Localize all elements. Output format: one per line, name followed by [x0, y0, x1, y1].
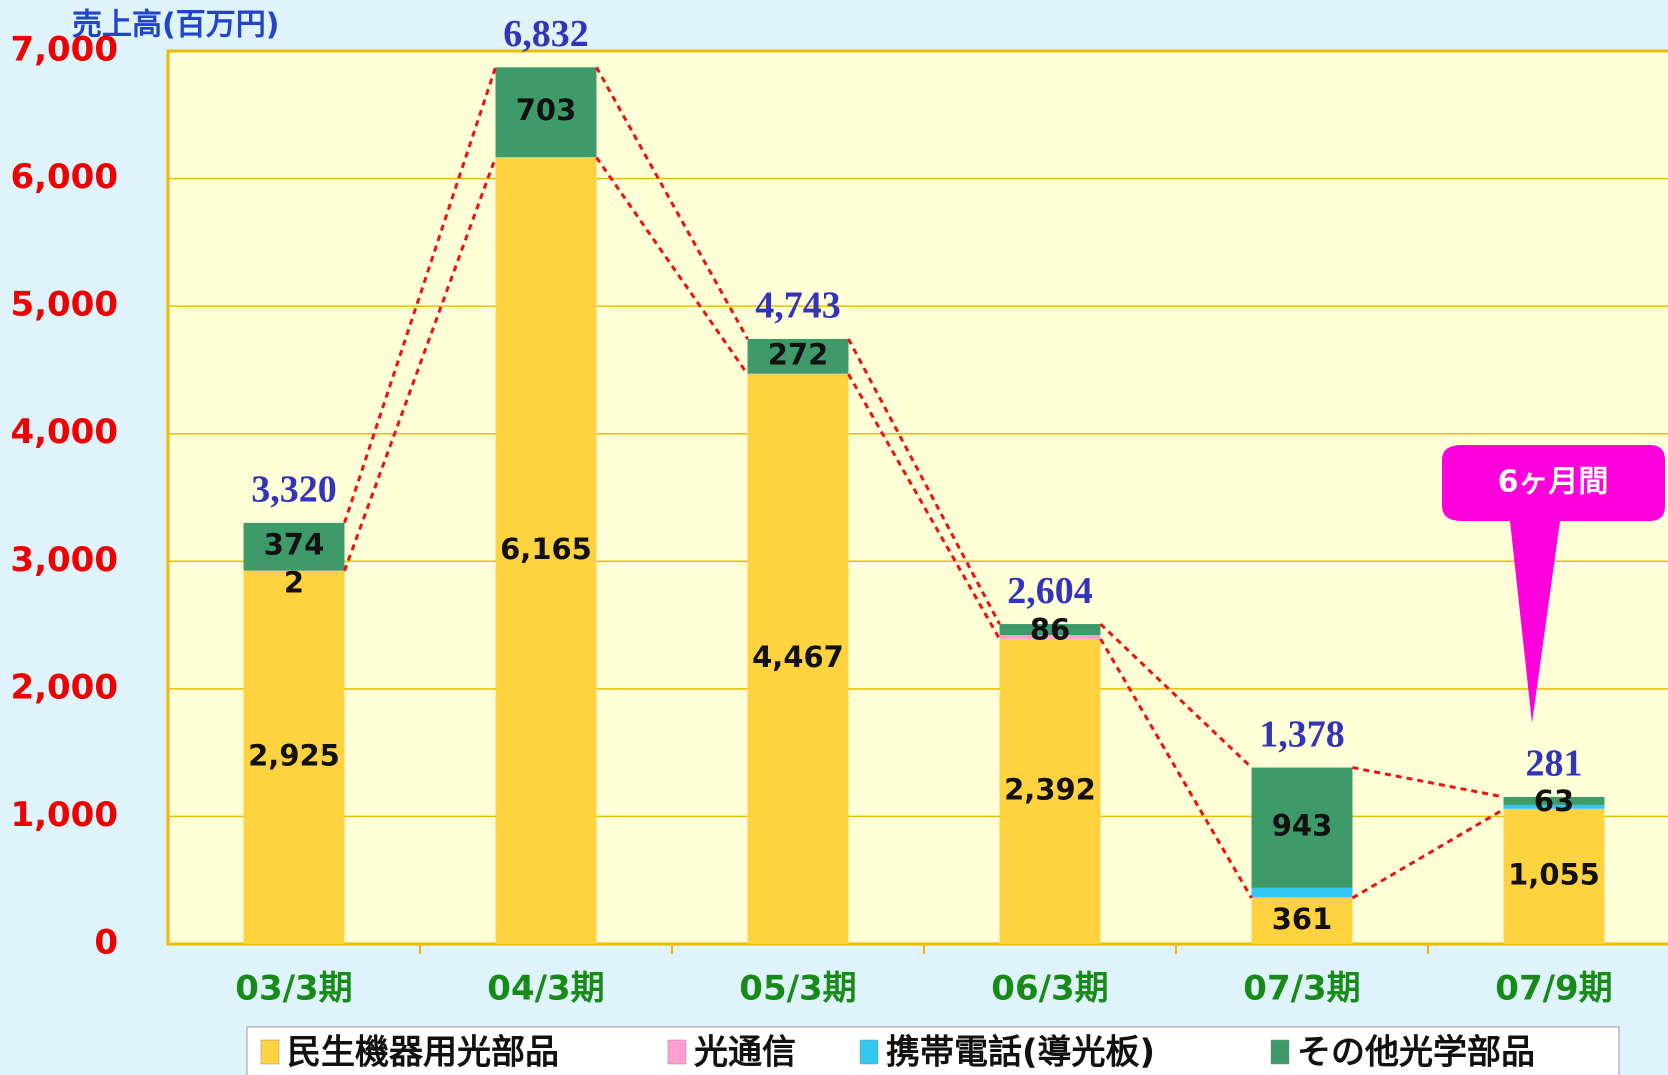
bar-segment: [999, 638, 1101, 944]
plot-area: [166, 49, 1668, 946]
x-tick-label: 03/3期: [235, 969, 352, 1009]
connector: [847, 373, 1001, 640]
total-label: 3,320: [251, 469, 337, 511]
bar-segment: [495, 157, 597, 158]
value-label: 63: [1534, 784, 1574, 818]
y-tick-label: 3,000: [10, 540, 118, 580]
total-label: 2,604: [1007, 570, 1093, 612]
value-label: 703: [516, 93, 577, 127]
value-label: 2,392: [1004, 772, 1096, 806]
bar-segment: [495, 67, 597, 158]
y-tick-label: 6,000: [10, 157, 118, 197]
total-label: 1,378: [1259, 713, 1345, 755]
value-label: 272: [768, 337, 829, 371]
connector: [1099, 622, 1253, 769]
callout: [1442, 445, 1665, 723]
y-tick-label: 0: [94, 923, 118, 963]
total-label: 4,743: [755, 285, 841, 327]
connector: [343, 157, 497, 572]
bar-segment: [1503, 804, 1605, 809]
legend-swatch: [667, 1039, 687, 1065]
y-tick-label: 5,000: [10, 285, 118, 325]
bar-segment: [999, 624, 1101, 636]
bar-segment: [747, 373, 849, 375]
value-label: 943: [1272, 809, 1333, 843]
bar-segment: [1503, 809, 1605, 944]
bar-segment: [495, 157, 597, 944]
total-label: 281: [1526, 743, 1583, 785]
y-tick-label: 4,000: [10, 412, 118, 452]
legend-label: 携帯電話(導光板): [886, 1033, 1155, 1073]
connector: [847, 338, 1001, 625]
legend-swatch: [260, 1039, 280, 1065]
connector: [343, 66, 497, 524]
value-label: 86: [1030, 613, 1070, 647]
y-tick-label: 7,000: [10, 30, 118, 70]
y-tick-label: 1,000: [10, 795, 118, 835]
x-tick-label: 06/3期: [991, 969, 1108, 1009]
bar-segment: [1251, 897, 1353, 898]
legend-swatch: [1270, 1039, 1290, 1065]
x-tick-label: 07/3期: [1243, 969, 1360, 1009]
value-label: 4,467: [752, 640, 844, 674]
y-axis-label: 売上高(百万円): [72, 8, 279, 43]
legend-label: 民生機器用光部品: [287, 1033, 559, 1073]
bar-segment: [747, 338, 849, 374]
total-label: 6,832: [503, 13, 589, 55]
value-label: 374: [264, 528, 325, 562]
x-tick-label: 04/3期: [487, 969, 604, 1009]
legend: [246, 1026, 1620, 1075]
bar-segment: [1251, 887, 1353, 898]
y-tick-label: 2,000: [10, 667, 118, 707]
bar-segment: [1503, 808, 1605, 810]
bar-segment: [1503, 796, 1605, 805]
bar-segment: [243, 570, 345, 944]
bar-segment: [747, 374, 849, 944]
connector: [595, 156, 749, 375]
connector: [595, 66, 749, 340]
bar-segment: [999, 635, 1101, 639]
legend-label: 光通信: [694, 1033, 796, 1073]
value-label: 2: [284, 566, 304, 600]
bar-segment: [243, 522, 345, 571]
bar-segment: [1251, 897, 1353, 944]
connector: [1351, 808, 1505, 900]
x-tick-label: 05/3期: [739, 969, 856, 1009]
connector: [1099, 638, 1253, 899]
legend-swatch: [859, 1039, 879, 1065]
value-label: 361: [1272, 902, 1333, 936]
value-label: 6,165: [500, 532, 592, 566]
connector: [1352, 766, 1504, 799]
bar-segment: [1251, 767, 1353, 888]
x-tick-label: 07/9期: [1495, 969, 1612, 1009]
value-label: 2,925: [248, 738, 340, 772]
value-label: 1,055: [1508, 858, 1600, 892]
annotation: 6ヶ月間: [1498, 465, 1609, 500]
legend-label: その他光学部品: [1297, 1033, 1535, 1073]
